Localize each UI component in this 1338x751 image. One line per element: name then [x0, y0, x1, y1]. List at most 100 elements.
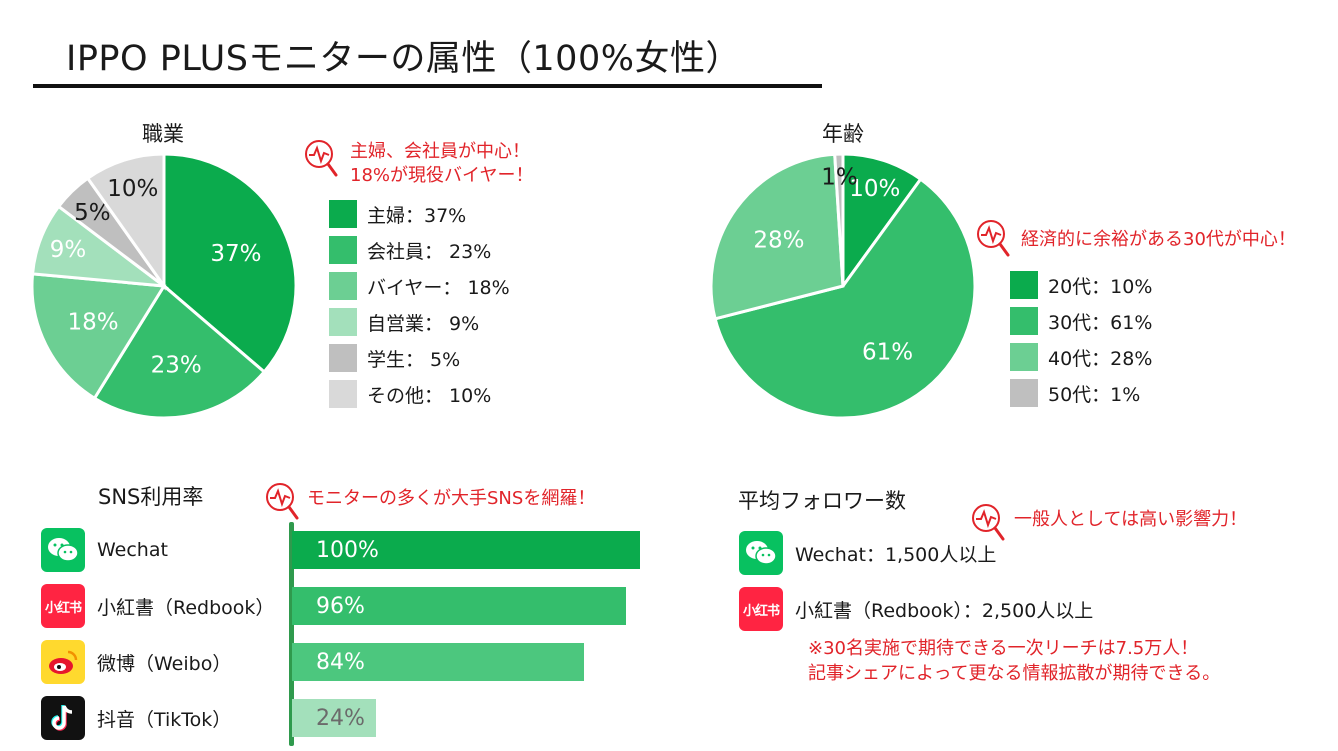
occupation-note: 主婦、会社員が中心！ 18%が現役バイヤー！	[350, 140, 533, 188]
legend-item-student: 学生： 5%	[329, 340, 510, 376]
page-title: IPPO PLUSモニターの属性（100%女性）	[66, 39, 741, 79]
sns-label: 微博（Weibo）	[97, 652, 232, 675]
legend-label: バイヤー： 18%	[367, 276, 510, 299]
pie-slice-label: 61%	[862, 340, 913, 366]
magnifier-pulse-icon	[305, 140, 338, 177]
magnifier-pulse-icon	[977, 220, 1010, 257]
legend-label: 20代：10%	[1048, 275, 1153, 298]
legend-item-30s: 30代：61%	[1010, 303, 1152, 339]
legend-swatch	[329, 200, 357, 228]
xiaohongshu-icon: 小红书	[41, 584, 85, 628]
legend-label: その他： 10%	[367, 384, 492, 407]
pie-slice-label: 1%	[821, 164, 858, 190]
sns-bar-value: 100%	[316, 537, 379, 563]
sns-bar-value: 84%	[316, 649, 365, 675]
age-chart-title: 年齢	[822, 122, 864, 146]
legend-item-40s: 40代：28%	[1010, 339, 1152, 375]
pie-slice-50代	[833, 152, 845, 287]
legend-item-buyer: バイヤー： 18%	[329, 268, 510, 304]
pie-slice-その他	[85, 152, 166, 291]
pie-slice-バイヤー	[30, 272, 167, 401]
legend-swatch	[329, 236, 357, 264]
followers-value-redbook: 小紅書（Redbook）：2,500人以上	[795, 599, 1094, 622]
legend-label: 40代：28%	[1048, 347, 1153, 370]
sns-bar: 100%	[292, 531, 640, 569]
pie-slice-40代	[709, 152, 845, 321]
sns-bar-value: 24%	[316, 705, 365, 731]
sns-bar: 24%	[292, 699, 376, 737]
legend-label: 50代：1%	[1048, 383, 1141, 406]
wechat-icon	[41, 528, 85, 572]
sns-bar: 96%	[292, 587, 627, 625]
followers-value-wechat: Wechat：1,500人以上	[795, 543, 997, 566]
pie-slice-label: 23%	[151, 352, 202, 378]
legend-item-housewife: 主婦：37%	[329, 196, 510, 232]
sns-category-list: Wechat 小红书 小紅書（Redbook） 微博（Weibo） 抖音（Tik…	[41, 522, 274, 746]
followers-row-redbook: 小红书 小紅書（Redbook）：2,500人以上	[739, 587, 1093, 631]
legend-swatch	[1010, 343, 1038, 371]
reach-note-line-1: ※30名実施で期待できる一次リーチは7.5万人！	[808, 638, 1199, 659]
pie-slice-label: 28%	[753, 227, 804, 253]
legend-swatch	[329, 308, 357, 336]
sns-label: Wechat	[97, 539, 168, 561]
magnifier-pulse-icon	[972, 504, 1005, 541]
age-note: 経済的に余裕がある30代が中心！	[1021, 229, 1296, 250]
pie-slice-label: 18%	[68, 309, 119, 335]
sns-row-wechat: Wechat	[41, 522, 274, 578]
sns-chart-title: SNS利用率	[98, 485, 204, 509]
sns-label: 抖音（TikTok）	[97, 708, 232, 731]
sns-bar: 84%	[292, 643, 585, 681]
sns-note: モニターの多くが大手SNSを網羅！	[307, 488, 596, 509]
age-legend: 20代：10% 30代：61% 40代：28% 50代：1%	[1010, 267, 1152, 411]
wechat-icon	[739, 531, 783, 575]
legend-swatch	[1010, 271, 1038, 299]
occupation-legend: 主婦：37% 会社員： 23% バイヤー： 18% 自営業： 9% 学生： 5%…	[329, 196, 510, 412]
legend-label: 自営業： 9%	[367, 312, 480, 335]
legend-item-other: その他： 10%	[329, 376, 510, 412]
pie-slice-20代	[841, 152, 923, 291]
pie-slice-label: 9%	[50, 237, 87, 263]
legend-label: 学生： 5%	[367, 348, 461, 371]
sns-row-weibo: 微博（Weibo）	[41, 634, 274, 690]
legend-swatch	[329, 272, 357, 300]
occupation-note-line-2: 18%が現役バイヤー！	[350, 165, 534, 186]
legend-item-20s: 20代：10%	[1010, 267, 1152, 303]
xiaohongshu-icon: 小红书	[739, 587, 783, 631]
followers-title: 平均フォロワー数	[738, 489, 906, 513]
reach-note-line-2: 記事シェアによって更なる情報拡散が期待できる。	[808, 663, 1221, 684]
sns-bar-axis	[289, 522, 294, 746]
legend-swatch	[329, 380, 357, 408]
sns-row-redbook: 小红书 小紅書（Redbook）	[41, 578, 274, 634]
occupation-chart-title: 職業	[142, 122, 184, 146]
followers-note: 一般人としては高い影響力！	[1014, 509, 1248, 530]
magnifier-pulse-icon	[266, 483, 299, 520]
sns-label: 小紅書（Redbook）	[97, 596, 275, 619]
tiktok-icon	[41, 696, 85, 740]
followers-row-wechat: Wechat：1,500人以上	[739, 531, 996, 575]
pie-slice-30代	[713, 177, 977, 420]
legend-item-50s: 50代：1%	[1010, 375, 1152, 411]
legend-item-employee: 会社員： 23%	[329, 232, 510, 268]
reach-note: ※30名実施で期待できる一次リーチは7.5万人！ 記事シェアによって更なる情報拡…	[808, 636, 1220, 686]
weibo-icon	[41, 640, 85, 684]
legend-swatch	[1010, 307, 1038, 335]
pie-slice-label: 37%	[210, 241, 261, 267]
sns-bar-area: 100% 96% 84% 24%	[292, 522, 642, 746]
xiaohongshu-logo-text: 小红书	[44, 600, 82, 616]
pie-slice-label: 10%	[107, 176, 158, 202]
occupation-note-line-1: 主婦、会社員が中心！	[350, 141, 530, 162]
legend-label: 主婦：37%	[367, 204, 467, 227]
legend-swatch	[1010, 379, 1038, 407]
legend-swatch	[329, 344, 357, 372]
pie-slice-会社員	[92, 283, 267, 420]
pie-slice-主婦	[162, 152, 298, 374]
xiaohongshu-logo-text: 小红书	[742, 603, 780, 619]
pie-slice-label: 10%	[849, 176, 900, 202]
legend-label: 会社員： 23%	[367, 240, 492, 263]
sns-row-tiktok: 抖音（TikTok）	[41, 690, 274, 746]
title-underline	[33, 84, 822, 88]
sns-bar-value: 96%	[316, 593, 365, 619]
legend-label: 30代：61%	[1048, 311, 1153, 334]
